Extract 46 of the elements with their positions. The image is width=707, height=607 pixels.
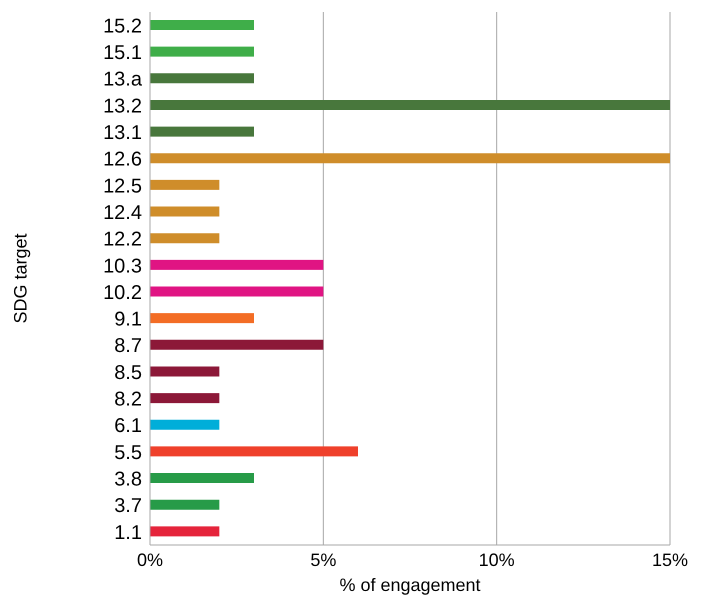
bar [150, 46, 254, 57]
bar [150, 393, 220, 404]
y-tick-label: 15.1 [103, 42, 142, 64]
bar [150, 180, 220, 190]
bar [150, 420, 220, 430]
y-tick-label: 12.6 [103, 148, 142, 171]
bar [150, 153, 670, 164]
x-tick-label: 0% [136, 550, 164, 570]
y-tick-label: 9.1 [114, 308, 142, 331]
bar [150, 446, 358, 456]
y-tick-label: 12.5 [103, 175, 142, 198]
bar [150, 206, 220, 217]
y-tick-label: 15.2 [103, 15, 142, 38]
bar [150, 473, 254, 484]
bar [150, 126, 254, 137]
bar [150, 73, 254, 84]
y-tick-label: 8.7 [114, 335, 142, 358]
y-tick-label: 10.2 [103, 282, 142, 304]
bar [150, 100, 670, 110]
y-tick-label: 13.a [103, 68, 143, 91]
y-tick-label: 8.2 [114, 388, 142, 411]
bar [150, 366, 220, 376]
bar [150, 286, 324, 296]
x-tick-label: 5% [310, 550, 336, 570]
bar [150, 20, 254, 30]
bar [150, 313, 254, 324]
bar [150, 260, 324, 270]
y-tick-label: 5.5 [114, 442, 142, 464]
y-tick-label: 12.4 [103, 202, 142, 224]
y-tick-label: 3.7 [114, 495, 142, 518]
y-tick-label: 3.8 [114, 468, 142, 490]
x-tick-label: 15% [652, 550, 688, 570]
y-tick-label: 13.2 [103, 95, 142, 118]
y-tick-label: 10.3 [103, 255, 142, 278]
x-axis-title: % of engagement [339, 575, 481, 595]
y-tick-label: 12.2 [103, 228, 142, 251]
y-axis-title: SDG target [10, 233, 30, 324]
bar [150, 233, 220, 244]
bar [150, 526, 220, 536]
y-tick-label: 8.5 [114, 362, 142, 384]
x-tick-label: 10% [478, 550, 515, 570]
bar [150, 340, 324, 350]
y-tick-label: 1.1 [114, 522, 142, 544]
y-tick-label: 13.1 [103, 122, 142, 144]
y-tick-label: 6.1 [114, 415, 142, 438]
bar [150, 500, 220, 510]
